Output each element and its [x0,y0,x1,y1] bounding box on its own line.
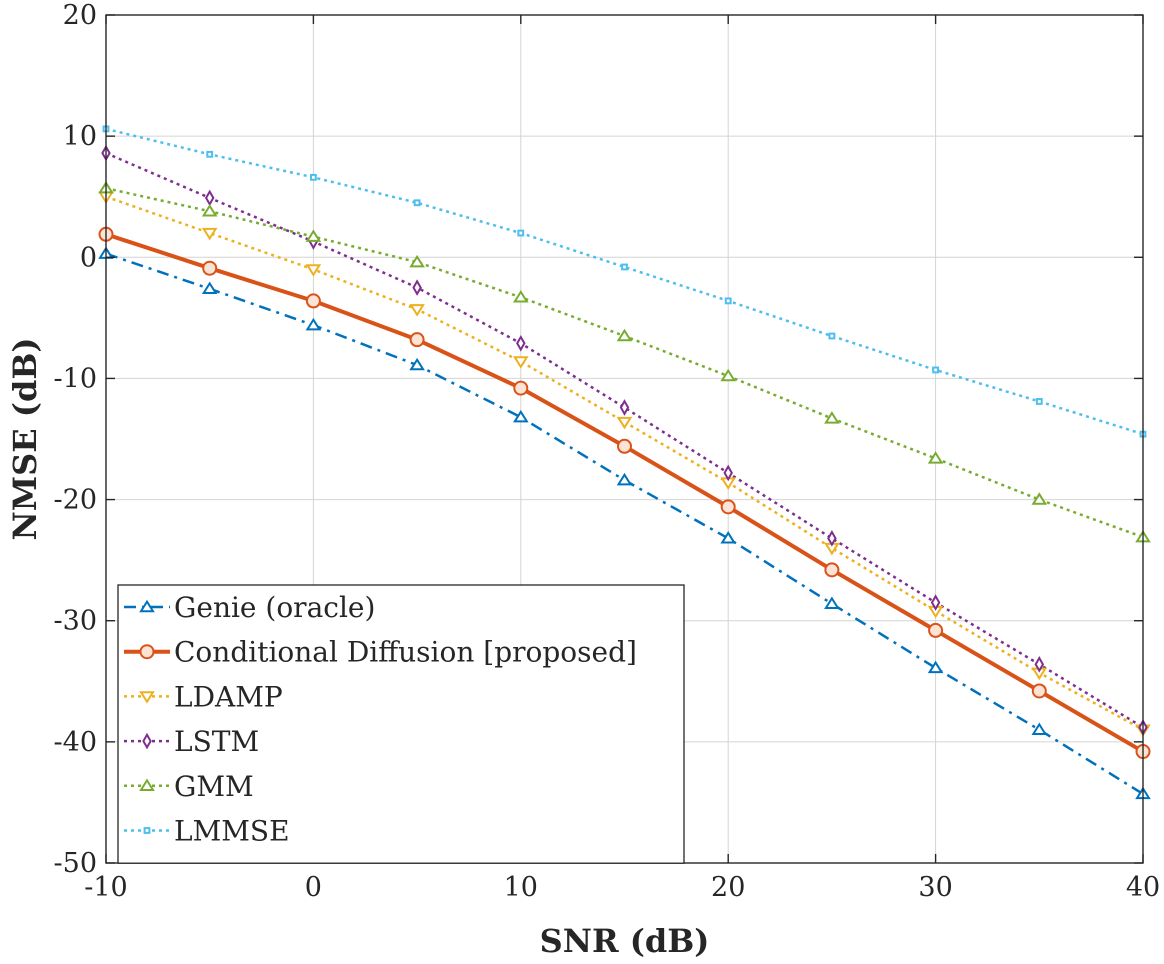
data-point-1 [1031,683,1047,699]
y-tick-label: 20 [63,0,97,31]
data-point-0 [1031,722,1048,735]
data-point-2 [201,227,218,241]
data-point-0 [720,531,737,544]
legend-label-3: LSTM [174,725,259,758]
legend-label-0: Genie (oracle) [174,591,375,624]
x-tick-label: 40 [1126,872,1160,903]
data-point-3 [1034,656,1045,673]
x-tick-label: -10 [84,872,127,903]
legend-label-4: GMM [174,770,254,803]
x-tick-label: 10 [504,872,538,903]
tick-labels: -10 0 10 20 30 40 20 10 0 -10 -20 -30 -40 -50 [54,0,1161,903]
data-point-2 [305,264,322,277]
data-point-5 [932,366,940,374]
data-point-1 [720,499,736,515]
data-point-4 [720,368,737,382]
data-point-1 [513,380,529,396]
data-point-4 [1031,492,1048,505]
legend: Genie (oracle) Conditional Diffusion [pro… [117,584,685,864]
data-point-4 [512,289,529,303]
data-point-0 [409,357,425,371]
y-tick-label: -10 [54,363,97,394]
x-tick-label: 30 [918,872,952,903]
data-point-4 [927,451,944,464]
y-tick-label: 10 [63,121,97,152]
legend-marker-1 [139,644,155,660]
legend-label-1: Conditional Diffusion [proposed] [174,636,637,669]
y-tick-label: -30 [54,606,97,637]
x-tick-label: 0 [305,872,322,903]
data-point-1 [617,438,632,454]
data-point-0 [305,317,322,331]
data-point-5 [413,199,421,207]
data-point-2 [616,416,633,430]
x-axis-label: SNR (dB) [540,922,710,960]
legend-box [117,584,685,864]
data-point-0 [616,472,633,486]
y-tick-label: 0 [80,242,97,273]
legend-marker-2 [139,691,155,704]
data-point-4 [201,203,218,217]
data-point-5 [1035,398,1043,405]
data-point-0 [201,281,218,294]
data-point-5 [621,263,628,271]
data-point-5 [724,297,732,305]
y-tick-label: -50 [54,848,97,879]
data-point-4 [824,411,840,424]
data-point-5 [206,150,214,158]
legend-marker-0 [139,599,155,613]
data-point-4 [409,254,425,268]
data-point-0 [512,409,529,423]
legend-marker-5 [143,827,151,834]
legend-marker-4 [139,778,155,791]
data-point-4 [305,229,322,242]
y-tick-label: -40 [54,727,97,758]
data-point-1 [202,260,218,276]
y-tick-label: -20 [54,485,97,516]
data-point-2 [409,304,425,317]
data-point-0 [824,596,840,609]
data-point-3 [412,279,422,296]
data-point-5 [828,332,836,340]
data-point-3 [723,464,733,482]
y-axis-label: NMSE (dB) [6,337,44,540]
series-markers [98,125,1151,800]
data-point-5 [310,173,317,181]
data-point-1 [928,622,944,638]
data-point-3 [516,334,526,352]
data-point-1 [409,332,425,348]
data-point-3 [827,530,837,547]
data-point-3 [930,594,941,611]
legend-marker-3 [142,732,152,750]
x-tick-label: 20 [711,872,745,903]
data-point-3 [619,399,630,416]
data-point-5 [517,229,525,237]
data-point-0 [927,660,944,674]
data-point-4 [616,328,633,342]
data-point-3 [204,189,215,207]
legend-label-5: LMMSE [174,815,290,848]
legend-label-2: LDAMP [174,680,283,713]
series-line-5 [105,127,1144,436]
data-point-1 [824,562,840,578]
data-point-1 [305,293,321,309]
data-point-2 [512,356,529,369]
